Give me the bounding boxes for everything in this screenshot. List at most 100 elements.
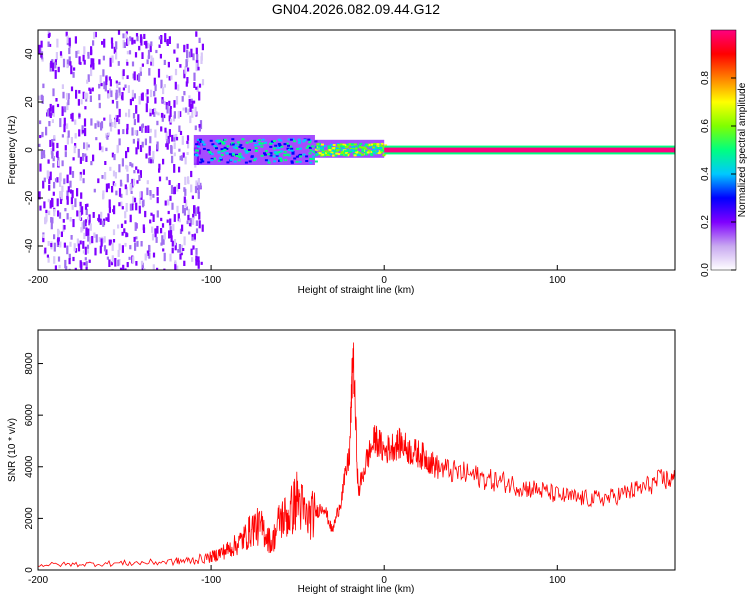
spectrogram-cell: [113, 154, 116, 161]
spectrogram-cell: [134, 130, 137, 135]
spectrogram-cell: [117, 118, 121, 125]
spectrogram-cell: [219, 158, 223, 161]
spectrogram-cell: [191, 234, 194, 238]
spectrogram-cell: [122, 87, 125, 91]
spectrogram-cell: [183, 69, 186, 79]
spectrogram-cell: [328, 146, 332, 148]
colorbar-tick-label: 0.2: [700, 215, 711, 229]
spectrogram-cell: [45, 219, 48, 223]
spectrogram-cell: [43, 201, 46, 209]
spectrogram-cell: [198, 220, 201, 229]
y-tick-label: -20: [24, 190, 35, 205]
spectrogram-cell: [136, 36, 139, 42]
spectrogram-cell: [185, 206, 188, 211]
spectrogram-cell: [145, 253, 148, 258]
spectrogram-cell: [175, 96, 179, 105]
spectrogram-cell: [287, 138, 291, 141]
spectrogram-cell: [370, 150, 374, 153]
spectrogram-cell: [130, 190, 133, 194]
spectrogram-cell: [188, 231, 191, 235]
spectrogram-cell: [49, 103, 52, 112]
spectrogram-cell: [65, 31, 68, 37]
spectrogram-cell: [176, 43, 179, 49]
colorbar: 0.0 0.2 0.4 0.6 0.8 Normalized spectral ampl…: [700, 29, 748, 277]
spectrogram-cell: [87, 228, 90, 236]
spectrogram-cell: [145, 153, 148, 159]
spectrogram-cell: [363, 151, 367, 154]
spectrogram-cell: [373, 151, 377, 154]
spectrogram-cell: [123, 228, 126, 234]
spectrogram-cell: [58, 212, 62, 219]
spectrogram-cell: [174, 262, 177, 270]
spectrogram-cell: [193, 82, 196, 88]
spectrogram-cell: [90, 58, 93, 65]
spectrogram-cell: [350, 143, 354, 146]
spectrogram-cell: [66, 196, 69, 205]
spectrogram-cell: [155, 49, 158, 54]
spectrogram-cell: [309, 161, 313, 164]
spectrogram-cell: [240, 147, 244, 149]
spectrogram-cell: [364, 143, 368, 146]
spectrogram-cell: [103, 81, 106, 90]
spectrogram-cell: [339, 143, 343, 146]
spectrogram-cell: [275, 153, 279, 156]
spectrogram-cell: [53, 208, 56, 217]
spectrogram-cell: [66, 245, 69, 255]
spectrogram-cell: [264, 159, 268, 162]
spectrogram-cell: [63, 225, 66, 230]
spectrogram-cell: [100, 122, 103, 131]
spectrogram-cell: [64, 106, 67, 113]
spectrogram-cell: [121, 92, 124, 101]
spectrogram-cell: [170, 230, 173, 239]
spectrogram-cell: [184, 66, 187, 74]
spectrogram-cell: [138, 175, 141, 181]
spectrogram-cell: [342, 143, 346, 146]
spectrogram-cell: [140, 36, 143, 46]
spectrogram-cell: [279, 159, 283, 162]
spectrogram-cell: [342, 147, 346, 150]
spectrogram-cell: [175, 136, 179, 141]
spectrogram-cell: [153, 108, 156, 117]
spectrogram-cell: [324, 150, 328, 153]
spectrogram-cell: [380, 149, 384, 152]
spectrogram-cell: [115, 114, 118, 120]
spectrogram-cell: [79, 174, 82, 181]
spectrogram-cell: [355, 150, 359, 153]
spectrogram-cell: [81, 129, 84, 133]
spectrogram-cell: [160, 126, 163, 132]
spectrogram-cell: [354, 152, 358, 154]
spectrogram-cell: [76, 210, 79, 217]
spectrogram-cell: [319, 147, 323, 149]
spectrogram-cell: [103, 117, 106, 121]
spectrogram-cell: [149, 44, 152, 53]
spectrogram-cell: [179, 155, 182, 161]
spectrogram-cell: [114, 119, 117, 129]
spectrogram-cell: [221, 150, 225, 153]
spectrogram-cell: [52, 142, 55, 152]
spectrogram-cell: [84, 257, 87, 261]
spectrogram-cell: [149, 112, 152, 117]
spectrogram-cell: [194, 106, 197, 116]
spectrogram-cell: [108, 259, 111, 267]
spectrogram-cell: [216, 141, 220, 144]
spectrogram-cell: [88, 259, 91, 263]
spectrogram-cell: [264, 150, 268, 152]
spectrogram-cell: [332, 144, 336, 146]
spectrogram-cell: [135, 33, 139, 37]
spectrogram-cell: [45, 212, 48, 222]
spectrogram-cell: [179, 64, 182, 68]
spectrogram-cell: [87, 235, 90, 242]
spectrogram-cell: [65, 92, 69, 100]
spectrogram-cell: [125, 150, 128, 159]
spectrogram-cell: [160, 217, 163, 222]
spectrogram-cell: [369, 146, 373, 149]
spectrogram-cell: [54, 178, 58, 182]
spectrogram-cell: [156, 225, 159, 234]
spectrogram-cell: [296, 147, 300, 150]
spectrogram-cell: [151, 109, 154, 115]
spectrogram-cell: [194, 207, 197, 217]
spectrogram-cell: [142, 224, 145, 231]
spectrogram-cell: [143, 33, 146, 39]
spectrogram-cell: [45, 209, 48, 213]
spectrogram-cell: [183, 236, 186, 246]
